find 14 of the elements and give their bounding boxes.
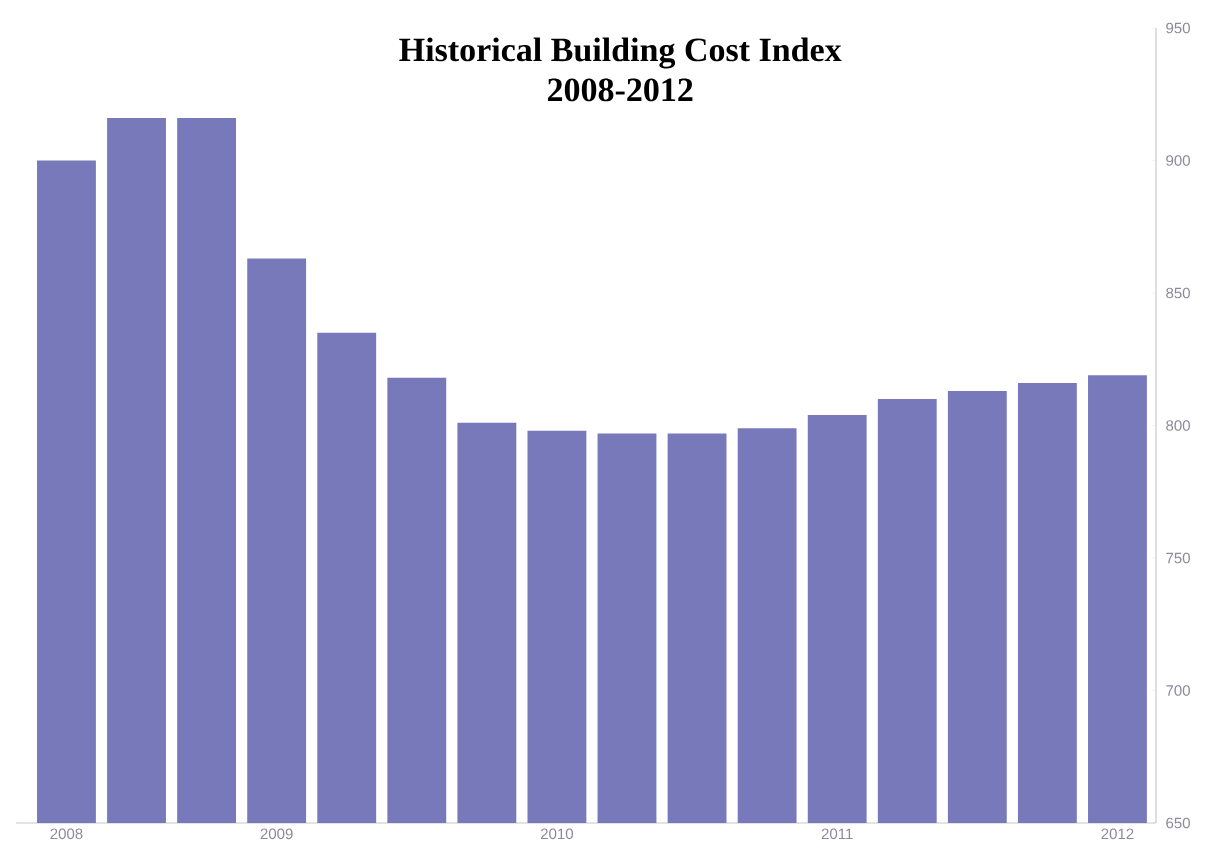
y-tick-label: 650 xyxy=(1166,817,1190,829)
y-tick-label: 850 xyxy=(1166,287,1190,299)
chart-title: Historical Building Cost Index xyxy=(399,37,842,69)
x-tick-label: 2011 xyxy=(821,828,853,840)
y-tick-label: 700 xyxy=(1166,685,1190,696)
y-tick-label: 900 xyxy=(1166,155,1190,166)
x-tick-label: 2012 xyxy=(1101,828,1134,840)
y-tick-label: 800 xyxy=(1166,420,1190,431)
x-tick-label: 2010 xyxy=(540,828,574,840)
y-tick-label: 750 xyxy=(1166,552,1190,564)
x-tick-label: 2009 xyxy=(260,828,293,840)
text: 2008-2012 xyxy=(547,78,693,102)
x-tick-label: 2008 xyxy=(50,828,83,840)
y-tick-label: 950 xyxy=(1166,22,1190,34)
